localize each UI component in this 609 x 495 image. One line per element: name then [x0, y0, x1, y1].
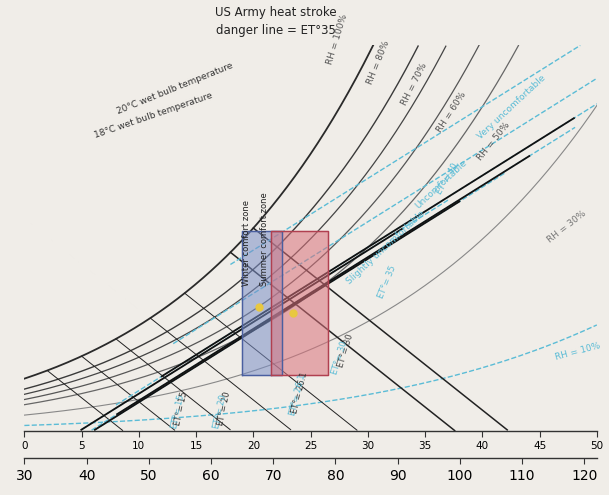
Polygon shape: [242, 231, 282, 376]
Text: ET°= 35: ET°= 35: [376, 264, 398, 299]
Text: ET°= 26.1: ET°= 26.1: [290, 371, 309, 414]
Text: Slightly uncomfortable: Slightly uncomfortable: [345, 209, 426, 286]
Text: RH = 30%: RH = 30%: [546, 209, 588, 245]
Text: RH = 10%: RH = 10%: [554, 341, 602, 362]
Text: RH = 80%: RH = 80%: [365, 40, 391, 86]
Text: ET°= 30: ET°= 30: [336, 333, 355, 369]
Text: ET°= 15: ET°= 15: [174, 391, 189, 427]
Text: ET°= 15: ET°= 15: [170, 394, 186, 429]
Polygon shape: [270, 231, 328, 376]
Text: Uncomfortable: Uncomfortable: [414, 158, 468, 210]
Text: Winter comfort zone: Winter comfort zone: [242, 200, 251, 286]
Text: ET°= 40: ET°= 40: [434, 162, 460, 196]
Text: ET°= 30: ET°= 30: [331, 340, 350, 376]
Text: ET°= 20: ET°= 20: [213, 394, 228, 429]
Text: RH = 50%: RH = 50%: [476, 120, 512, 162]
Text: 20°C wet bulb temperature: 20°C wet bulb temperature: [116, 61, 234, 116]
Text: ET°= 20: ET°= 20: [216, 391, 232, 427]
Text: RH = 100%: RH = 100%: [325, 13, 349, 65]
Text: Summer comfort zone: Summer comfort zone: [260, 192, 269, 286]
Text: RH = 60%: RH = 60%: [435, 91, 468, 134]
Text: RH = 70%: RH = 70%: [400, 61, 429, 106]
Text: US Army heat stroke
danger line = ET°35: US Army heat stroke danger line = ET°35: [216, 6, 337, 37]
Text: ET°= 26.1: ET°= 26.1: [288, 373, 307, 417]
Text: Very uncomfortable: Very uncomfortable: [476, 74, 547, 141]
Text: 18°C wet bulb temperature: 18°C wet bulb temperature: [93, 91, 214, 141]
